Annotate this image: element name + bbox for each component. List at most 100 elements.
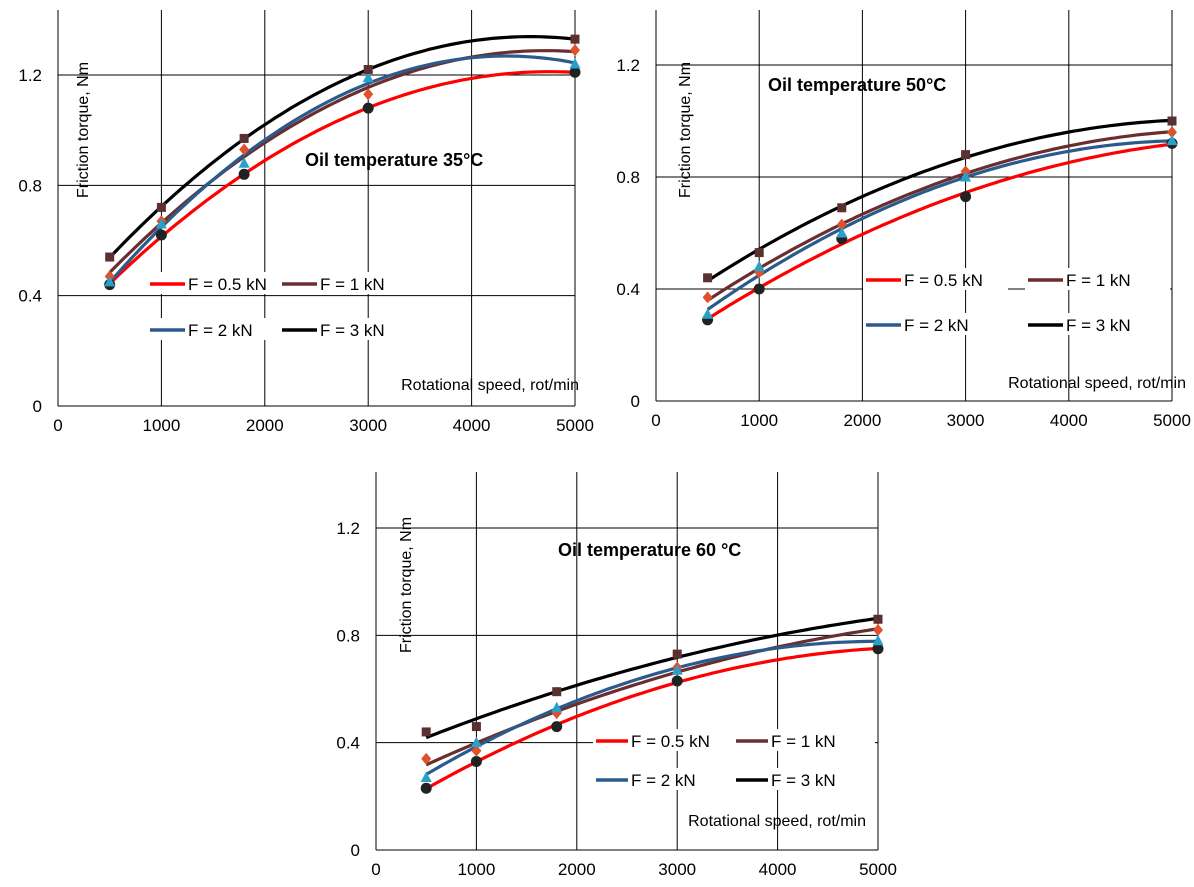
legend-bg [593, 729, 735, 751]
legend-label: F = 0.5 kN [188, 275, 267, 294]
data-point [961, 150, 971, 160]
y-axis-label: Friction torque, Nm [398, 517, 415, 653]
series-line [108, 70, 576, 285]
data-point [837, 203, 847, 213]
data-point [363, 88, 374, 101]
chart-title: Oil temperature 60 °C [558, 540, 741, 560]
data-point [703, 273, 713, 283]
series-line [108, 54, 576, 284]
data-point [363, 64, 373, 74]
chart-title: Oil temperature 50°C [768, 75, 946, 95]
x-tick-label: 4000 [453, 416, 491, 435]
legend-label: F = 0.5 kN [904, 271, 983, 290]
y-tick-label: 1.2 [336, 519, 360, 538]
x-tick-label: 1000 [142, 416, 180, 435]
x-tick-label: 0 [651, 411, 660, 430]
series-line [108, 35, 576, 259]
data-point [238, 168, 250, 180]
legend-bg [1025, 313, 1170, 335]
x-tick-label: 0 [371, 860, 380, 879]
data-point [872, 634, 884, 646]
x-tick-label: 1000 [740, 411, 778, 430]
chart-panel-1: 0 1000 2000 3000 4000 5000 0 0.4 0.8 1.2 Oil tempe… [18, 10, 594, 435]
data-point [702, 308, 714, 319]
legend-bg [279, 272, 424, 294]
data-point [471, 722, 481, 732]
series-line [425, 616, 879, 740]
data-point [569, 57, 581, 69]
data-point [155, 217, 167, 229]
y-tick-label: 0 [351, 841, 360, 860]
data-point [362, 71, 374, 83]
legend-label: F = 3 kN [1066, 316, 1131, 335]
x-axis-label: Rotational speed, rot/min [1008, 375, 1186, 392]
x-tick-label: 1000 [457, 860, 495, 879]
data-point [552, 687, 562, 697]
data-point [1167, 116, 1177, 126]
legend-label: F = 3 kN [771, 771, 836, 790]
x-tick-label: 4000 [759, 860, 797, 879]
data-point [156, 202, 166, 212]
data-point [836, 218, 847, 231]
y-tick-label: 0.4 [616, 280, 640, 299]
data-point [470, 755, 482, 767]
legend-label: F = 0.5 kN [631, 732, 710, 751]
legend-label: F = 2 kN [188, 321, 253, 340]
data-point [873, 614, 883, 624]
data-point [836, 227, 848, 238]
legend-bg [147, 318, 292, 340]
series-line [425, 639, 878, 776]
data-point [570, 34, 580, 44]
data-point [873, 623, 883, 636]
data-point [551, 701, 563, 713]
data-point [753, 283, 765, 295]
data-point [569, 66, 581, 78]
data-point [421, 727, 431, 737]
data-point [1166, 134, 1178, 146]
x-tick-label: 2000 [843, 411, 881, 430]
x-axis-label: Rotational speed, rot/min [401, 377, 579, 394]
x-tick-label: 3000 [947, 411, 985, 430]
data-point [960, 191, 972, 203]
y-tick-label: 0.4 [336, 734, 360, 753]
y-tick-label: 0.8 [336, 626, 360, 645]
series-line [706, 142, 1173, 321]
legend-label: F = 2 kN [631, 771, 696, 790]
data-point [420, 782, 432, 794]
data-point [570, 44, 580, 57]
y-tick-label: 0.8 [18, 176, 42, 195]
y-tick-label: 0 [33, 397, 42, 416]
data-point [239, 143, 250, 156]
data-point [551, 721, 563, 733]
data-point [1167, 126, 1177, 139]
data-point [420, 771, 432, 783]
y-tick-label: 1.2 [616, 56, 640, 75]
data-point [753, 260, 765, 272]
legend-bg [733, 729, 875, 751]
data-point [702, 291, 713, 304]
series-line [706, 130, 1173, 302]
x-tick-label: 2000 [558, 860, 596, 879]
x-tick-label: 3000 [658, 860, 696, 879]
y-axis-label: Friction torque, Nm [75, 62, 92, 198]
legend-label: F = 2 kN [904, 316, 969, 335]
legend-bg [593, 768, 735, 790]
data-point [238, 157, 250, 168]
legend-bg [863, 268, 1008, 290]
x-tick-label: 4000 [1050, 411, 1088, 430]
data-point [105, 252, 115, 262]
data-point [155, 229, 167, 241]
x-tick-label: 5000 [859, 860, 897, 879]
data-point [960, 171, 972, 182]
y-tick-label: 0 [631, 392, 640, 411]
data-point [872, 643, 884, 655]
chart-title: Oil temperature 35°C [305, 150, 483, 170]
legend-bg [147, 272, 292, 294]
x-tick-label: 5000 [1153, 411, 1191, 430]
y-axis-label: Friction torque, Nm [677, 62, 694, 198]
legend-label: F = 1 kN [771, 732, 836, 751]
data-point [239, 133, 249, 143]
legend-label: F = 1 kN [1066, 271, 1131, 290]
x-axis-label: Rotational speed, rot/min [688, 813, 866, 830]
